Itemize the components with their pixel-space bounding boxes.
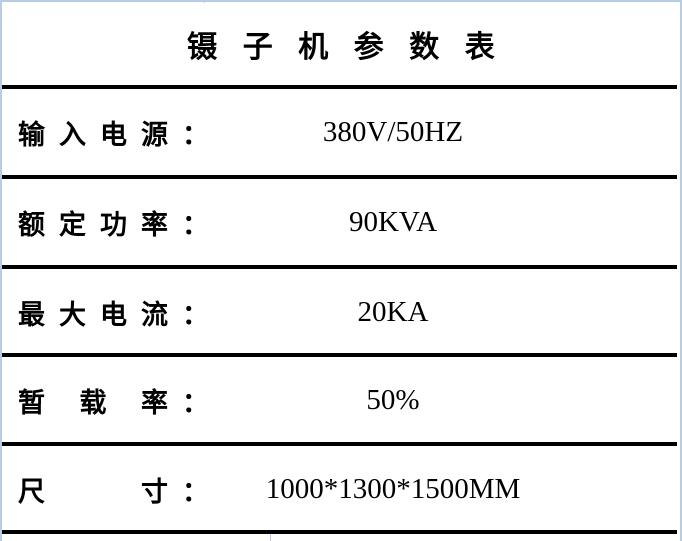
row-divider-2 [2,175,677,179]
row-divider-4 [2,353,677,357]
row-label-cell-rated-power: 额定功率 ： [2,203,212,242]
row-divider-3 [2,265,677,269]
table-row: 尺寸 ： 1000*1300*1500MM [2,446,680,532]
gridline-top [0,0,682,2]
row-value: 90KVA [348,205,438,238]
table-row: 输入电源 ： 380V/50HZ [2,89,680,175]
row-label: 最大电流 [18,299,168,330]
table-row: 暂载率 ： 50% [2,357,680,443]
row-value-cell-duty-cycle: 50% [212,384,680,417]
row-colon: ： [182,476,209,507]
row-colon: ： [182,119,209,150]
row-value: 1000*1300*1500MM [265,472,521,505]
row-value: 20KA [357,295,429,328]
row-value-cell-input-power: 380V/50HZ [212,116,680,149]
table-row: 最大电流 ： 20KA [2,269,680,355]
table-row: 额定功率 ： 90KVA [2,179,680,265]
row-label-cell-max-current: 最大电流 ： [2,293,212,332]
row-colon: ： [182,387,209,418]
row-label: 尺寸 [18,476,168,507]
row-label: 暂载率 [18,387,168,418]
gridline-column-divider-bottom [270,530,271,541]
row-value: 380V/50HZ [322,115,464,148]
row-value: 50% [366,383,420,416]
table-title-row: 镊 子 机 参 数 表 [2,2,680,85]
row-label-cell-dimensions: 尺寸 ： [2,470,212,509]
row-divider-5 [2,442,677,446]
row-value-cell-rated-power: 90KVA [212,206,680,239]
row-value-cell-dimensions: 1000*1300*1500MM [212,473,680,506]
page-title: 镊 子 机 参 数 表 [187,30,504,64]
row-label-cell-input-power: 输入电源 ： [2,113,212,152]
gridline-left [0,0,2,541]
row-divider-6 [2,530,677,534]
row-colon: ： [182,299,209,330]
row-divider-1 [2,85,677,89]
gridline-column-divider-top [204,0,205,3]
gridline-right [680,0,682,541]
row-label: 额定功率 [18,209,168,240]
row-label-cell-duty-cycle: 暂载率 ： [2,381,212,420]
row-colon: ： [182,209,209,240]
row-value-cell-max-current: 20KA [212,296,680,329]
row-label: 输入电源 [18,119,168,150]
